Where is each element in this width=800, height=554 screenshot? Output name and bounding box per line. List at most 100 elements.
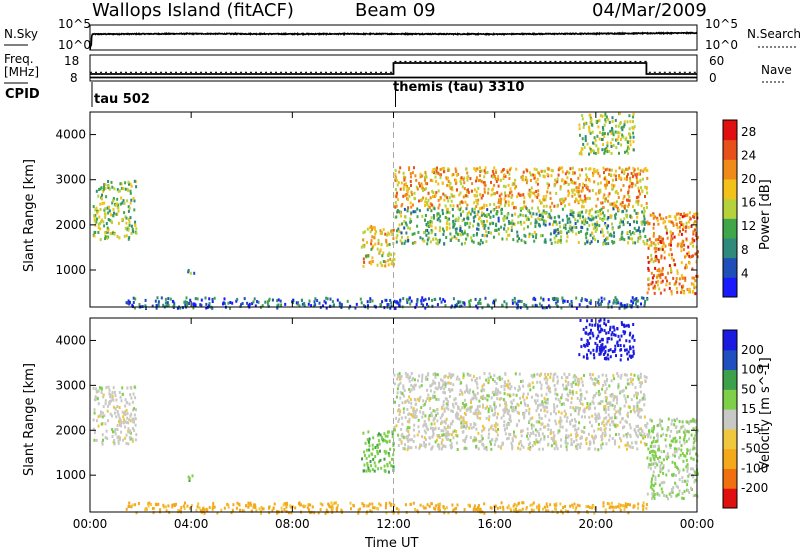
echo-cell [655, 257, 658, 261]
echo-cell [516, 402, 519, 406]
echo-cell [632, 166, 635, 170]
echo-cell [622, 434, 625, 438]
echo-cell [571, 503, 574, 507]
echo-cell [118, 438, 121, 442]
echo-cell [570, 385, 573, 388]
echo-cell [572, 424, 575, 428]
echo-cell [307, 503, 310, 507]
echo-cell [444, 507, 446, 511]
echo-cell [428, 224, 431, 228]
echo-cell [609, 232, 612, 236]
echo-cell [395, 236, 398, 240]
echo-cell [414, 174, 417, 178]
echo-cell [609, 214, 612, 218]
echo-cell [525, 507, 528, 511]
echo-cell [605, 237, 607, 241]
echo-cell [679, 453, 682, 457]
echo-cell [605, 416, 608, 420]
echo-cell [567, 189, 570, 193]
echo-cell [365, 448, 368, 452]
echo-cell [458, 193, 461, 197]
echo-cell [452, 405, 455, 409]
echo-cell [591, 189, 594, 192]
echo-cell [597, 325, 599, 329]
echo-cell [577, 241, 580, 244]
echo-cell [401, 401, 404, 405]
echo-cell [460, 421, 463, 425]
echo-cell [620, 373, 623, 377]
echo-cell [623, 177, 626, 181]
echo-cell [571, 194, 574, 198]
echo-cell [423, 188, 426, 191]
echo-cell [619, 436, 622, 440]
echo-cell [534, 221, 537, 225]
echo-cell [500, 170, 503, 174]
echo-cell [544, 414, 547, 418]
echo-cell [381, 300, 384, 304]
echo-cell [600, 296, 603, 300]
echo-cell [431, 382, 434, 386]
echo-cell [528, 188, 531, 192]
echo-cell [549, 372, 552, 376]
echo-cell [534, 428, 537, 432]
echo-cell [617, 208, 620, 212]
echo-cell [662, 221, 665, 225]
echo-cell [119, 182, 122, 186]
echo-cell [585, 178, 588, 182]
echo-cell [611, 183, 613, 187]
echo-cell [592, 439, 595, 443]
echo-cell [675, 447, 678, 451]
echo-cell [490, 447, 493, 451]
echo-cell [541, 447, 544, 451]
echo-cell [431, 394, 434, 398]
echo-cell [134, 180, 137, 184]
echo-cell [93, 219, 96, 223]
echo-cell [642, 169, 645, 173]
echo-cell [565, 448, 568, 452]
echo-cell [418, 199, 420, 203]
echo-cell [424, 445, 427, 449]
echo-cell [568, 373, 571, 376]
echo-cell [504, 200, 507, 204]
echo-cell [635, 211, 638, 215]
echo-cell [463, 301, 466, 305]
echo-cell [587, 447, 590, 451]
echo-cell [457, 219, 460, 223]
echo-cell [504, 185, 507, 189]
echo-cell [638, 226, 640, 230]
echo-cell [605, 181, 608, 185]
echo-cell [457, 406, 460, 410]
echo-cell [681, 288, 683, 292]
echo-cell [410, 190, 413, 194]
echo-cell [621, 168, 624, 172]
echo-cell [686, 288, 689, 291]
echo-cell [488, 304, 490, 308]
echo-cell [535, 220, 538, 224]
echo-cell [409, 227, 412, 231]
echo-cell [406, 373, 409, 377]
echo-cell [367, 504, 370, 508]
echo-cell [122, 438, 125, 442]
echo-cell [423, 506, 426, 510]
echo-cell [556, 511, 559, 515]
echo-cell [462, 418, 465, 422]
echo-cell [623, 206, 626, 210]
echo-cell [588, 223, 591, 227]
echo-cell [604, 199, 607, 203]
cpid-strip [91, 82, 396, 107]
echo-cell [661, 490, 664, 494]
echo-cell [379, 433, 382, 437]
echo-cell [678, 489, 681, 493]
echo-cell [388, 461, 391, 465]
echo-cell [643, 432, 646, 436]
echo-cell [463, 424, 466, 428]
echo-cell [397, 508, 400, 512]
echo-cell [688, 472, 691, 476]
echo-cell [127, 299, 130, 303]
echo-cell [106, 409, 109, 413]
echo-cell [443, 166, 445, 170]
echo-cell [492, 208, 495, 212]
echo-cell [307, 506, 309, 510]
echo-cell [540, 417, 543, 421]
echo-cell [366, 461, 369, 465]
